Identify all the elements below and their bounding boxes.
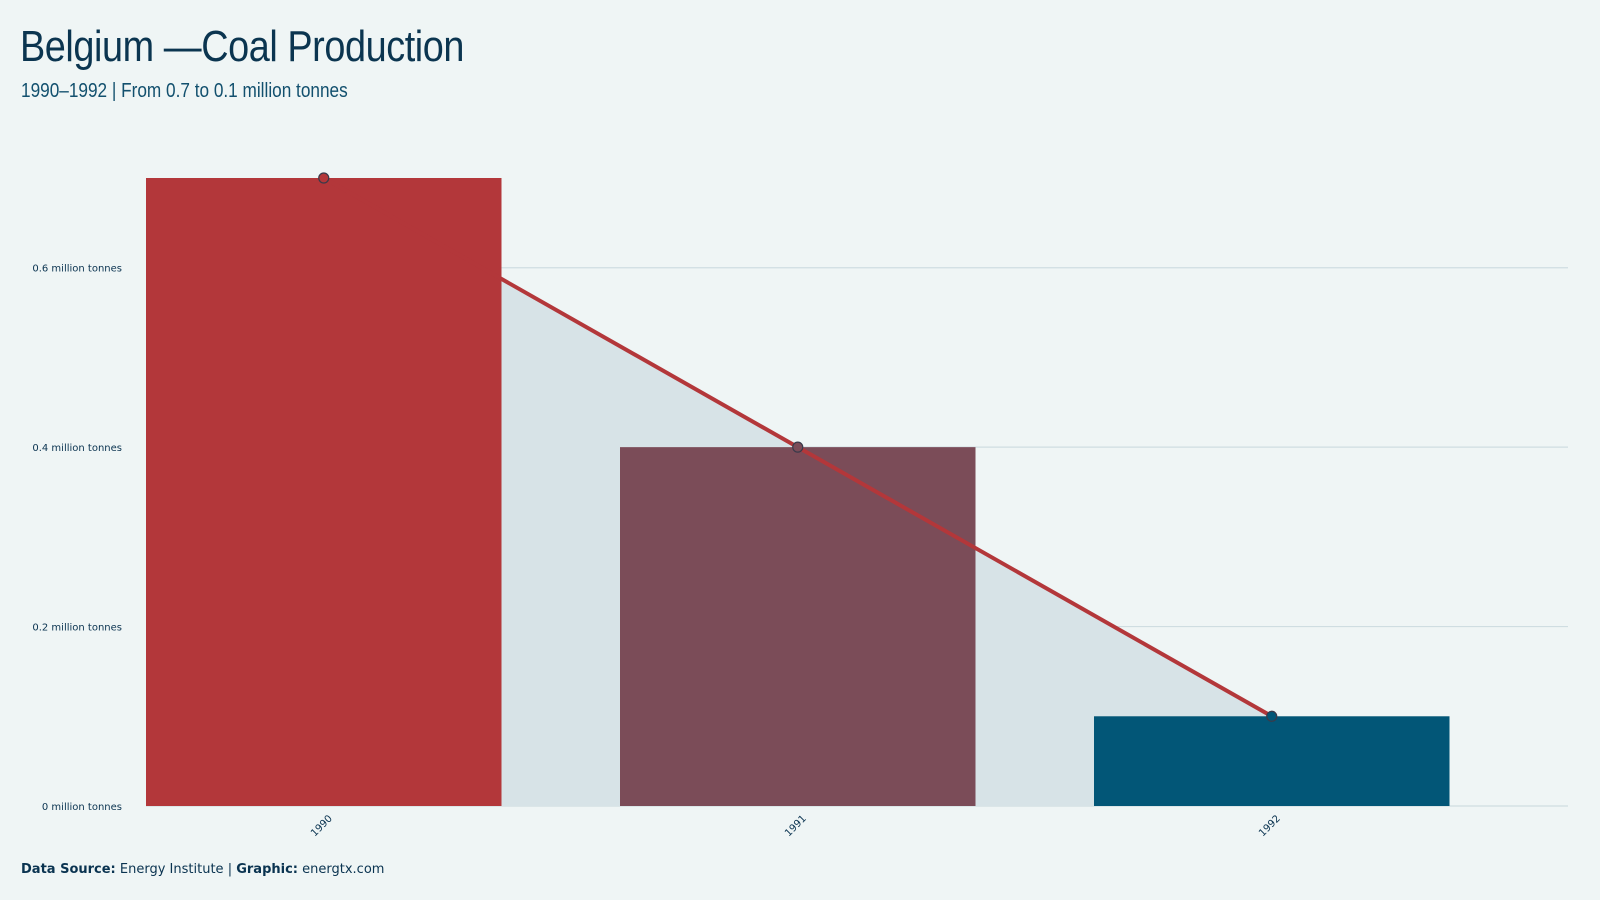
chart-subtitle: 1990–1992 | From 0.7 to 0.1 million tonn… (21, 80, 348, 102)
bars (146, 178, 1450, 806)
trend-line-layer (318, 172, 1278, 722)
bar-1991 (620, 447, 976, 806)
graphic-value: energtx.com (302, 862, 385, 877)
bar-1990 (146, 178, 502, 806)
footer-credits: Data Source: Energy Institute | Graphic:… (21, 862, 384, 877)
source-value: Energy Institute (119, 862, 224, 877)
x-tick-label-1992: 1992 (1257, 813, 1283, 839)
x-tick-label-1991: 1991 (783, 813, 809, 839)
line-point-1992 (1266, 710, 1278, 722)
graphic-label: Graphic: (236, 862, 298, 877)
chart-title: Belgium —Coal Production (20, 22, 464, 71)
y-tick-label-3: 0.6 million tonnes (32, 264, 122, 275)
bar-1992 (1094, 716, 1450, 806)
source-label: Data Source: (21, 862, 116, 877)
x-axis-ticks: 1990 1991 1992 (309, 813, 1283, 839)
x-tick-label-1990: 1990 (309, 813, 335, 839)
footer-separator: | (227, 862, 233, 877)
y-tick-label-2: 0.4 million tonnes (32, 443, 122, 454)
y-tick-label-1: 0.2 million tonnes (32, 623, 122, 634)
line-point-1990 (318, 172, 330, 184)
y-axis-ticks: 0 million tonnes 0.2 million tonnes 0.4 mi… (32, 264, 122, 813)
y-tick-label-0: 0 million tonnes (42, 802, 122, 813)
line-point-1991 (792, 441, 804, 453)
